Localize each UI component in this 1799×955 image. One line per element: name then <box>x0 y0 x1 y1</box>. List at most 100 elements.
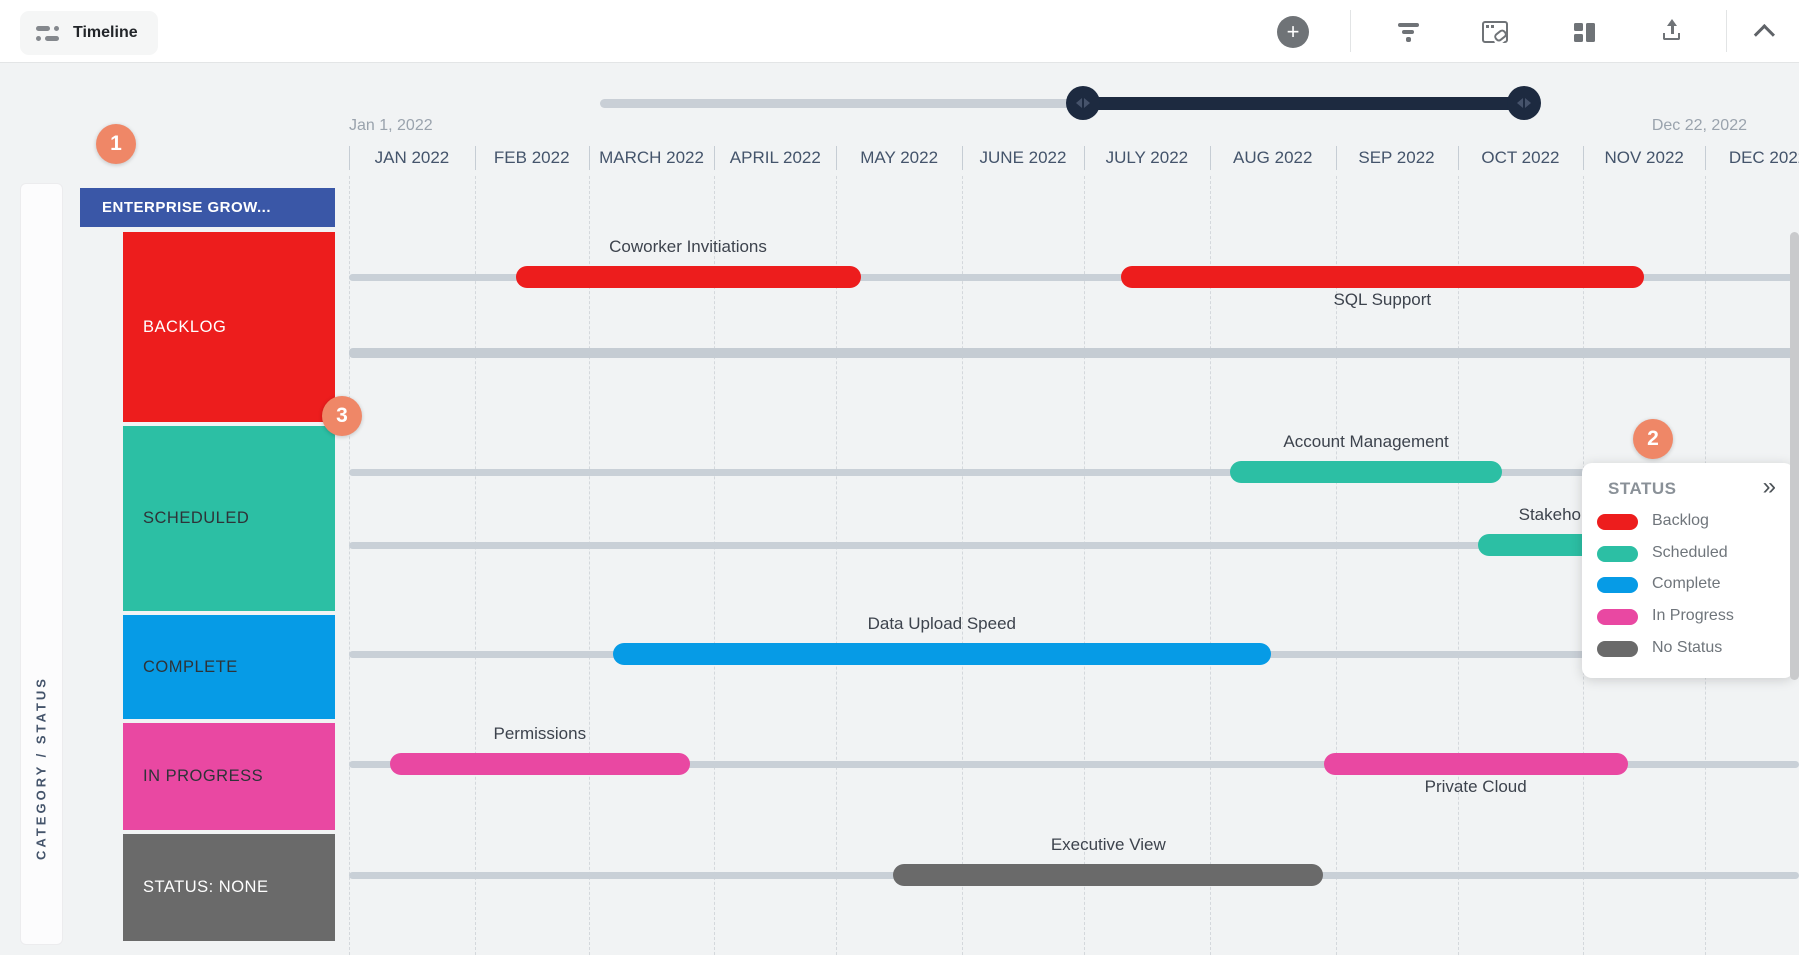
month-divider-tick <box>836 146 838 170</box>
collapse-panel-button[interactable] <box>1749 15 1783 49</box>
month-gridline <box>349 176 350 955</box>
task-bar-coworker-invitiations[interactable] <box>515 266 861 288</box>
step-badge-1: 1 <box>96 124 136 164</box>
row-track[interactable] <box>349 468 1799 476</box>
month-header-dec: DEC 2022 <box>1728 148 1799 167</box>
time-slider-selected-range[interactable] <box>1083 97 1524 110</box>
double-chevron-right-icon[interactable] <box>1763 473 1776 501</box>
month-divider-tick <box>474 146 476 170</box>
grouping-axis-label: CATEGORY / STATUS <box>33 676 49 860</box>
month-header-aug: AUG 2022 <box>1233 148 1313 167</box>
legend-item-label: Complete <box>1652 575 1721 593</box>
row-track[interactable] <box>349 273 1799 281</box>
month-gridline <box>588 176 590 955</box>
month-header-march: MARCH 2022 <box>599 148 704 167</box>
task-bar-sql-support[interactable] <box>1120 266 1645 288</box>
task-label: Executive View <box>1050 835 1166 854</box>
legend-item-label: In Progress <box>1652 607 1734 625</box>
time-slider-left-handle[interactable] <box>1066 86 1101 120</box>
month-gridline <box>836 176 838 955</box>
row-track[interactable] <box>349 348 1799 358</box>
filter-button[interactable] <box>1391 15 1425 49</box>
layout-icon <box>1573 22 1595 42</box>
view-switcher-button[interactable]: Timeline <box>20 11 158 55</box>
time-slider-track[interactable] <box>600 99 1524 108</box>
month-divider-tick <box>714 146 716 170</box>
toolbar: Timeline + <box>0 0 1799 63</box>
task-label: Stakeho <box>1518 505 1581 524</box>
month-divider-tick <box>1083 146 1085 170</box>
legend-item-complete[interactable]: Complete <box>1582 572 1794 598</box>
toolbar-divider <box>1726 10 1727 52</box>
month-divider-tick <box>1209 146 1211 170</box>
task-bar-executive-view[interactable] <box>893 864 1324 886</box>
month-header-may: MAY 2022 <box>860 148 939 167</box>
legend-item-label: No Status <box>1652 638 1723 656</box>
legend-item-scheduled[interactable]: Scheduled <box>1582 541 1794 567</box>
toolbar-divider <box>1350 10 1351 52</box>
range-end-date: Dec 22, 2022 <box>1651 117 1747 134</box>
status-legend-panel: STATUS Backlog Scheduled Complete In Progre… <box>1582 463 1794 678</box>
task-label: Data Upload Speed <box>867 614 1016 633</box>
legend-color-swatch <box>1597 609 1638 626</box>
task-bar-permissions[interactable] <box>389 753 691 775</box>
legend-color-swatch <box>1597 514 1638 530</box>
month-divider-tick <box>1705 146 1707 170</box>
category-block-backlog[interactable]: BACKLOG <box>123 232 335 422</box>
task-label: Private Cloud <box>1424 777 1527 796</box>
filter-icon <box>1397 22 1419 42</box>
group-header[interactable]: ENTERPRISE GROW... <box>80 188 335 227</box>
task-bar-data-upload-speed[interactable] <box>612 643 1271 665</box>
window-link-icon <box>1482 21 1509 44</box>
legend-color-swatch <box>1597 640 1638 657</box>
task-bar-account-management[interactable] <box>1230 461 1503 483</box>
timeline-view-icon <box>36 25 60 42</box>
month-divider-tick <box>1457 146 1459 170</box>
month-gridline <box>1457 176 1459 955</box>
legend-item-no-status[interactable]: No Status <box>1582 636 1794 662</box>
row-track[interactable] <box>349 541 1799 549</box>
month-divider-tick <box>962 146 964 170</box>
task-bar-private-cloud[interactable] <box>1323 753 1628 775</box>
time-slider-right-handle[interactable] <box>1507 86 1541 120</box>
layout-button[interactable] <box>1567 15 1601 49</box>
category-block-in-progress[interactable]: IN PROGRESS <box>123 723 335 830</box>
month-header-nov: NOV 2022 <box>1604 148 1684 167</box>
task-label: Account Management <box>1283 432 1449 451</box>
legend-item-label: Backlog <box>1652 512 1709 529</box>
month-divider-tick <box>588 146 590 170</box>
month-divider-tick <box>1335 146 1337 170</box>
plus-icon: + <box>1277 16 1309 48</box>
data-link-button[interactable] <box>1478 15 1512 49</box>
row-track[interactable] <box>349 760 1799 768</box>
month-header-oct: OCT 2022 <box>1481 148 1560 167</box>
month-header-july: JULY 2022 <box>1105 148 1189 167</box>
month-gridline <box>714 176 716 955</box>
month-header-feb: FEB 2022 <box>493 148 570 167</box>
legend-item-backlog[interactable]: Backlog <box>1582 509 1794 535</box>
view-label: Timeline <box>73 24 138 41</box>
category-block-complete[interactable]: COMPLETE <box>123 615 335 719</box>
category-block-status-none[interactable]: STATUS: NONE <box>123 834 335 941</box>
export-button[interactable] <box>1655 15 1689 49</box>
grouping-rail[interactable] <box>20 183 63 945</box>
category-block-scheduled[interactable]: SCHEDULED <box>123 426 335 611</box>
step-badge-3: 3 <box>322 396 362 436</box>
month-gridline <box>962 176 964 955</box>
add-button[interactable]: + <box>1276 15 1310 49</box>
vertical-scrollbar-thumb[interactable] <box>1790 232 1799 680</box>
legend-item-label: Scheduled <box>1652 543 1728 561</box>
task-label: Coworker Invitiations <box>609 237 767 256</box>
month-header-june: JUNE 2022 <box>979 148 1067 167</box>
month-header-jan: JAN 2022 <box>374 148 450 167</box>
legend-title: STATUS <box>1608 479 1677 498</box>
upload-icon <box>1660 19 1684 44</box>
month-gridline <box>1209 176 1211 955</box>
month-divider-tick <box>1583 146 1585 170</box>
month-gridline <box>1335 176 1337 955</box>
range-start-date: Jan 1, 2022 <box>349 117 433 134</box>
legend-color-swatch <box>1597 545 1638 562</box>
legend-item-in-progress[interactable]: In Progress <box>1582 604 1794 630</box>
task-label: Permissions <box>493 724 587 743</box>
